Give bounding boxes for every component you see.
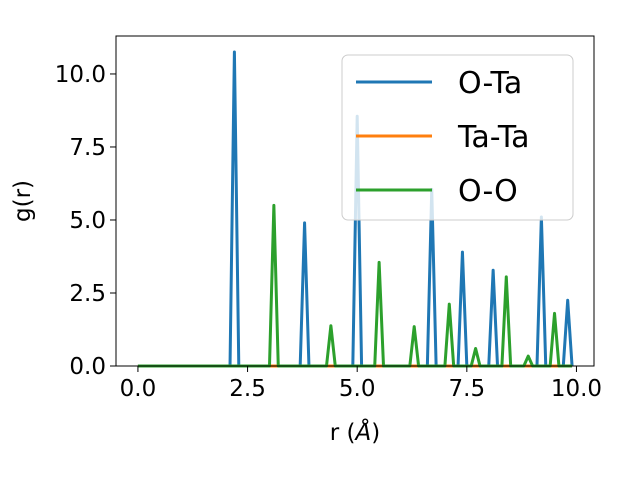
legend: O-Ta Ta-Ta O-O bbox=[341, 54, 574, 221]
y-tick-label: 0.0 bbox=[69, 354, 106, 380]
y-tick-label: 5.0 bbox=[69, 208, 106, 234]
legend-label-o-o: O-O bbox=[458, 174, 518, 209]
y-tick-label: 2.5 bbox=[69, 281, 106, 307]
x-tick-label: 7.5 bbox=[449, 376, 486, 402]
x-tick-label: 0.0 bbox=[120, 376, 157, 402]
y-tick-label: 7.5 bbox=[69, 135, 106, 161]
legend-label-o-ta: O-Ta bbox=[458, 66, 522, 101]
x-axis-label: r (Å) bbox=[330, 418, 380, 446]
legend-label-ta-ta: Ta-Ta bbox=[457, 120, 530, 155]
series-line-o-o bbox=[137, 203, 573, 368]
x-tick-label: 5.0 bbox=[339, 376, 376, 402]
y-axis-ticks: 0.0 2.5 5.0 7.5 10.0 bbox=[55, 62, 116, 380]
x-tick-label: 10.0 bbox=[551, 376, 602, 402]
plot-frame bbox=[115, 35, 595, 367]
legend-box bbox=[341, 54, 574, 221]
y-axis-label: g(r) bbox=[10, 180, 36, 222]
y-tick-label: 10.0 bbox=[55, 62, 106, 88]
x-tick-label: 2.5 bbox=[229, 376, 266, 402]
x-axis-ticks: 0.0 2.5 5.0 7.5 10.0 bbox=[120, 366, 602, 402]
